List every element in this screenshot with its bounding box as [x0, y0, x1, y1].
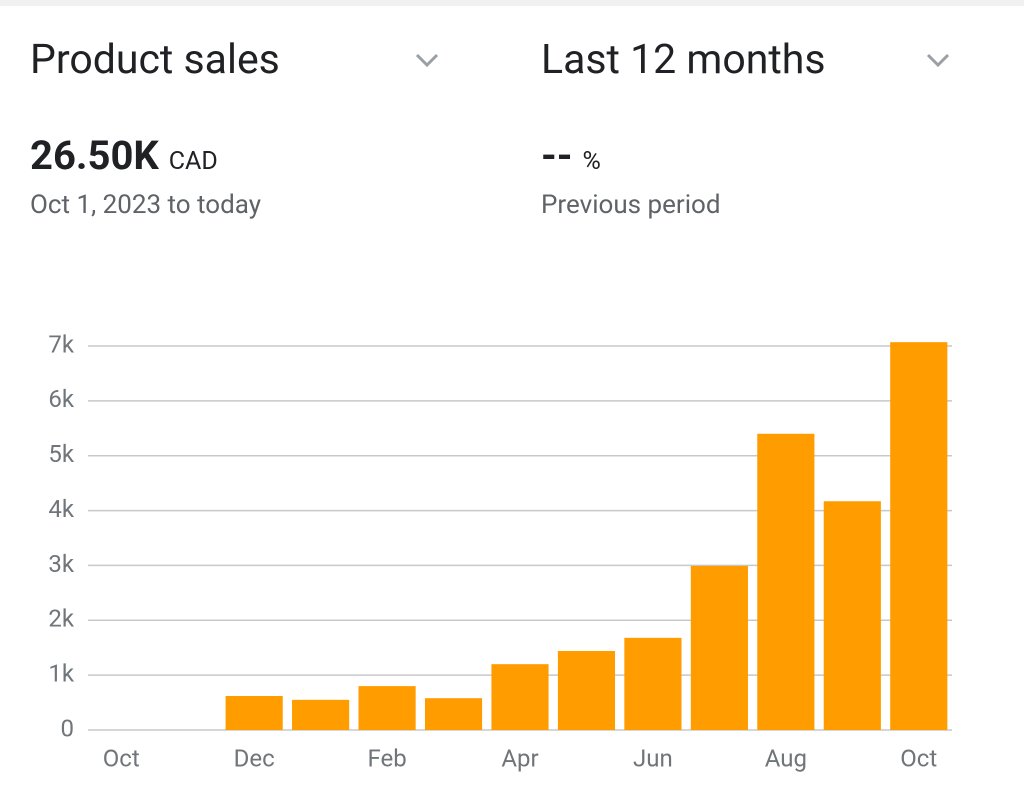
bar — [424, 698, 483, 730]
x-tick-label: Dec — [234, 744, 275, 772]
x-tick-label: Oct — [900, 744, 937, 772]
y-tick-label: 2k — [48, 605, 74, 633]
bar — [890, 342, 948, 730]
metric-selector[interactable]: Product sales — [30, 36, 280, 84]
bar — [358, 686, 416, 730]
bar — [823, 501, 881, 730]
y-tick-label: 1k — [48, 659, 74, 687]
period-selector[interactable]: Last 12 months — [541, 36, 826, 84]
total-amount: 26.50K — [30, 132, 159, 179]
period-dropdown-icon[interactable] — [925, 50, 951, 70]
bar — [292, 699, 350, 730]
x-tick-label: Apr — [501, 744, 538, 772]
chart: 0 1k 2k 3k 4k 5k 6k 7k Oct Dec Feb Apr Jun Aug Oct — [48, 330, 952, 772]
y-tick-label: 3k — [48, 550, 74, 578]
y-tick-label: 4k — [48, 495, 74, 523]
bar — [491, 664, 549, 730]
change-amount: -- — [541, 132, 573, 179]
total-currency: CAD — [168, 147, 218, 176]
bar — [757, 433, 815, 730]
change-unit: % — [582, 147, 601, 176]
bar — [225, 695, 283, 730]
y-tick-label: 6k — [48, 385, 74, 413]
metric-dropdown-icon[interactable] — [414, 50, 440, 70]
bar — [624, 637, 682, 730]
x-tick-label: Feb — [367, 744, 406, 772]
date-range: Oct 1, 2023 to today — [30, 190, 262, 220]
x-tick-label: Oct — [103, 744, 140, 772]
y-tick-label: 5k — [48, 440, 74, 468]
bar — [557, 651, 616, 730]
y-tick-label: 0 — [61, 714, 75, 742]
bar — [690, 565, 748, 730]
x-tick-label: Jun — [633, 744, 673, 772]
comparison-label: Previous period — [541, 190, 721, 220]
y-tick-label: 7k — [48, 330, 74, 358]
total-value: 26.50K CAD — [30, 132, 218, 179]
x-tick-label: Aug — [765, 744, 807, 772]
status-strip — [0, 0, 1024, 6]
change-value: -- % — [541, 132, 601, 179]
